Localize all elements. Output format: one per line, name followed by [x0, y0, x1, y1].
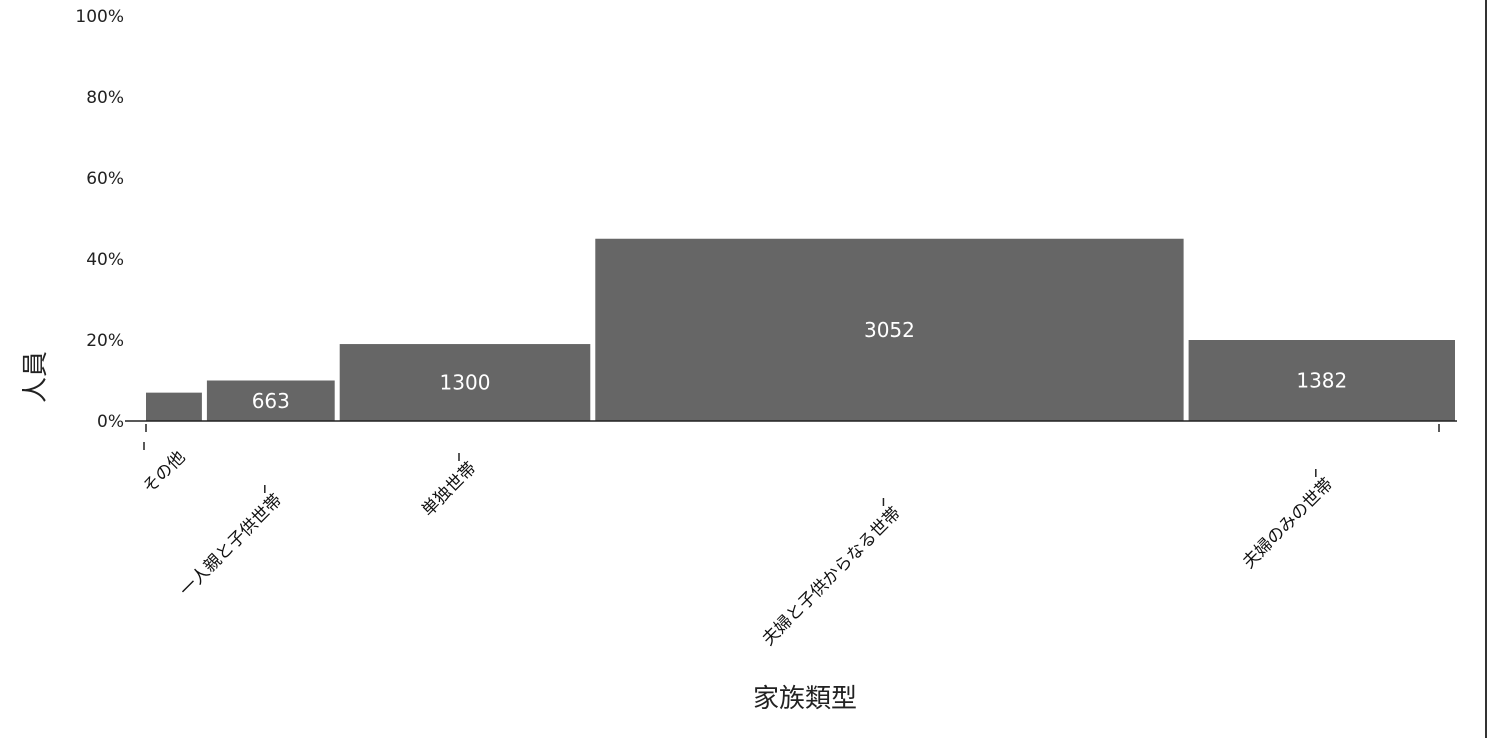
x-tick-label: 一人親と子供世帯	[176, 490, 286, 600]
bar	[339, 344, 591, 421]
x-tick-label: 夫婦のみの世帯	[1239, 474, 1337, 572]
bars-layer	[146, 238, 1455, 421]
y-tick-label: 40%	[86, 250, 124, 270]
y-tick-label: 20%	[86, 331, 124, 351]
y-axis-title: 人員	[21, 351, 51, 403]
bar-value-label: 663	[252, 389, 290, 413]
bar	[595, 238, 1184, 421]
bar-value-label: 3052	[864, 318, 915, 342]
bar-value-label: 1382	[1296, 369, 1347, 393]
y-tick-label: 80%	[86, 88, 124, 108]
y-tick-labels: 0% 20% 40% 60% 80% 100%	[75, 7, 124, 432]
frame-right-border	[1485, 0, 1487, 738]
x-tick-label: 単独世帯	[418, 458, 480, 520]
x-axis-title: 家族類型	[753, 684, 857, 714]
y-tick-label: 0%	[97, 412, 124, 432]
bar	[1188, 340, 1455, 421]
x-tick-label: その他	[139, 447, 189, 497]
bar	[206, 380, 335, 421]
bar-labels-layer: 663 1300 3052 1382	[252, 318, 1348, 413]
bar	[146, 392, 202, 421]
y-tick-label: 100%	[75, 7, 124, 27]
y-tick-label: 60%	[86, 169, 124, 189]
bar-value-label: 1300	[440, 371, 491, 395]
x-tick-label: 夫婦と子供からなる世帯	[759, 503, 905, 649]
